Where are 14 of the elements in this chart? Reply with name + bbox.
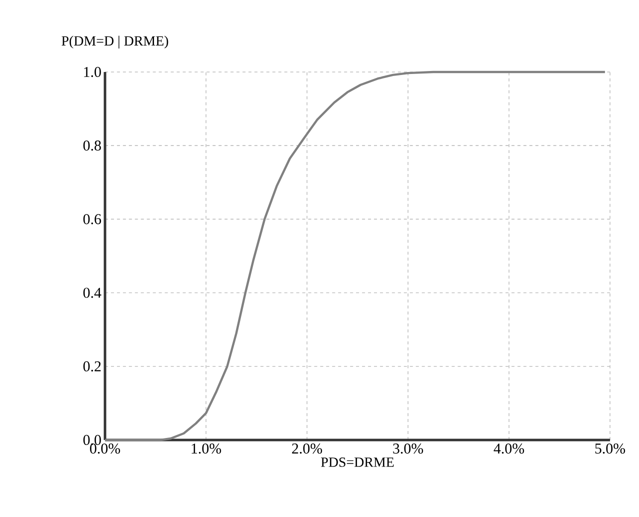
x-tick-label: 3.0% <box>393 444 424 454</box>
x-tick-label: 0.0% <box>90 444 120 454</box>
x-tick-label: 2.0% <box>292 444 322 454</box>
y-tick-label: 0.6 <box>83 214 102 224</box>
y-tick-label: 0.8 <box>83 140 101 151</box>
y-tick-label: 1.0 <box>84 66 101 78</box>
x-tick-label: 4.0% <box>494 444 524 454</box>
y-tick-label: 0.2 <box>83 361 101 372</box>
x-axis-title: PDS=DRME <box>321 458 394 467</box>
y-tick-label: 0.0 <box>83 434 101 446</box>
y-tick-label: 0.4 <box>83 288 102 298</box>
y-axis-title: P(DM=D | DRME) <box>62 36 168 48</box>
x-tick-label: 5.0% <box>595 444 626 454</box>
x-tick-label: 1.0% <box>192 444 222 454</box>
